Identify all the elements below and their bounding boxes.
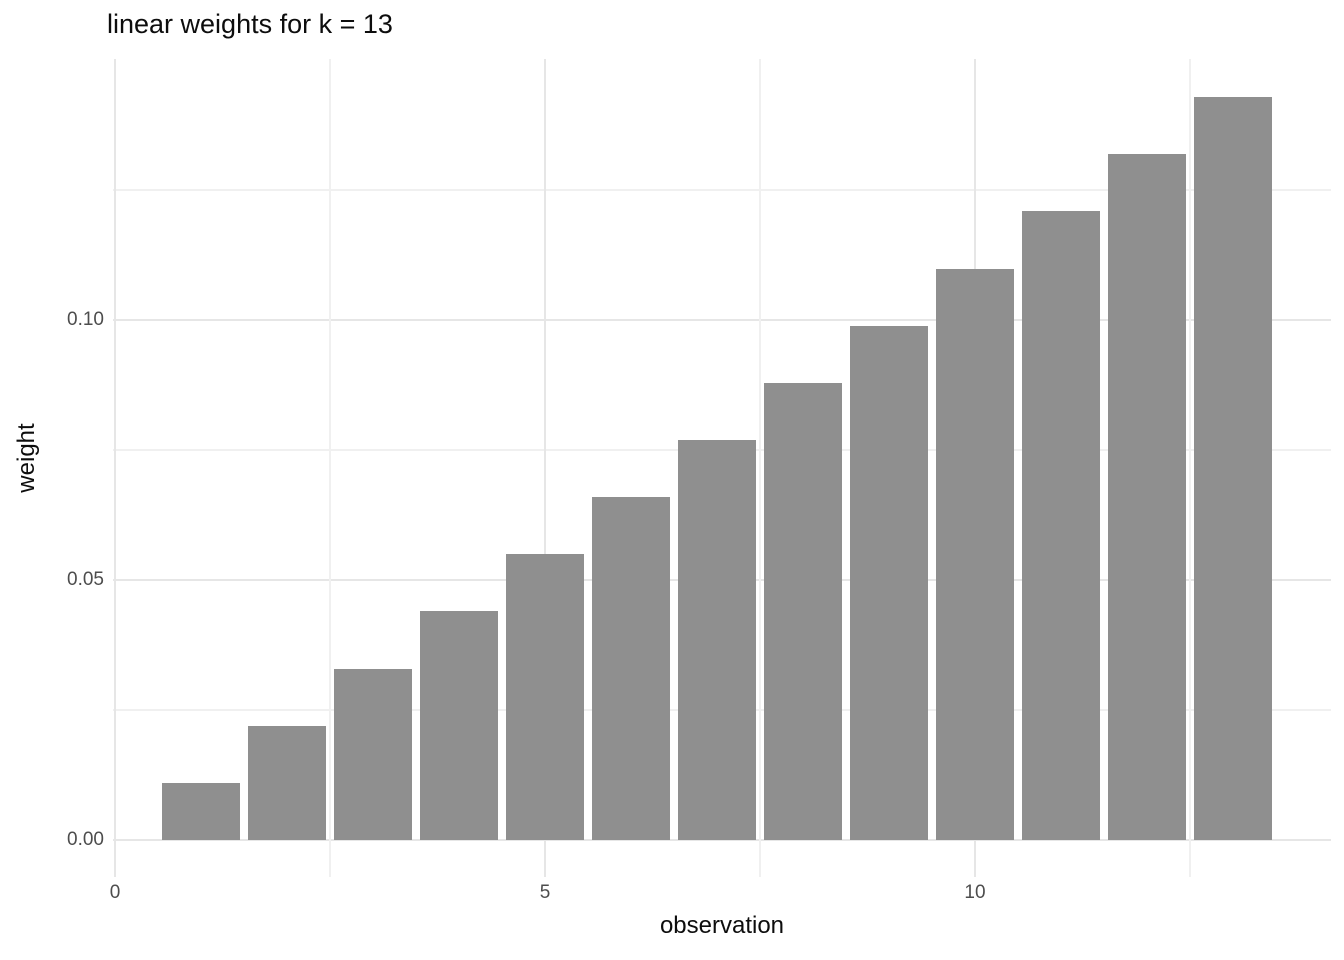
bar: [850, 325, 928, 840]
y-tick-label: 0.00: [67, 829, 104, 850]
bar: [764, 382, 842, 840]
x-minor-gridline: [1189, 59, 1191, 877]
y-tick-label: 0.10: [67, 309, 104, 330]
x-tick-label: 10: [964, 882, 986, 903]
y-major-gridline: [113, 838, 1331, 842]
x-major-gridline: [543, 59, 547, 877]
bar: [506, 554, 584, 840]
x-major-gridline: [113, 59, 117, 877]
bar: [936, 268, 1014, 840]
bar: [1108, 154, 1186, 840]
y-minor-gridline: [113, 189, 1331, 191]
x-minor-gridline: [759, 59, 761, 877]
y-axis-title: weight: [13, 423, 40, 493]
x-tick-label: 5: [539, 882, 551, 903]
x-axis-title: observation: [659, 912, 785, 939]
bar: [334, 668, 412, 840]
chart-title: linear weights for k = 13: [107, 9, 393, 39]
bar: [1194, 97, 1272, 840]
bar: [678, 440, 756, 840]
plot-panel: [113, 59, 1331, 877]
bar: [420, 611, 498, 840]
bar: [1022, 211, 1100, 840]
y-major-gridline: [113, 318, 1331, 322]
x-tick-label: 0: [109, 882, 121, 903]
y-tick-label: 0.05: [67, 569, 104, 590]
bar: [162, 782, 240, 840]
bar: [248, 725, 326, 840]
bar: [592, 497, 670, 840]
x-minor-gridline: [329, 59, 331, 877]
